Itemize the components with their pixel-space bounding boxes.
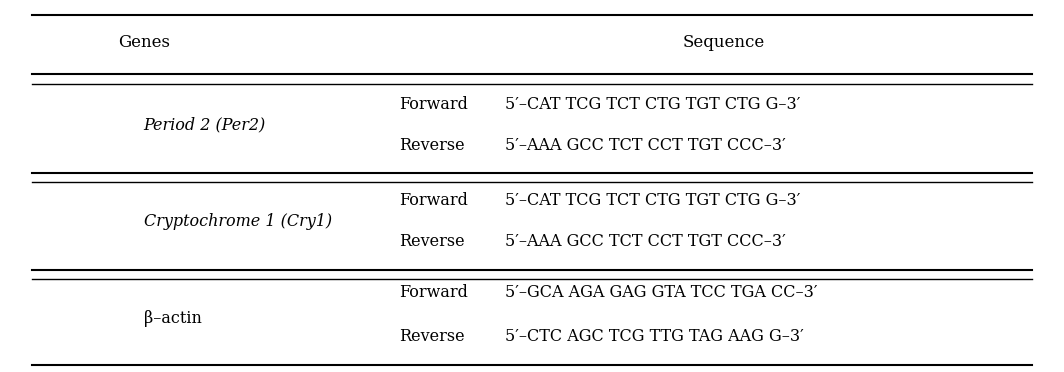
Text: Forward: Forward [399,192,468,209]
Text: 5′–AAA GCC TCT CCT TGT CCC–3′: 5′–AAA GCC TCT CCT TGT CCC–3′ [505,233,786,250]
Text: β–actin: β–actin [144,310,201,327]
Text: Period 2 (Per2): Period 2 (Per2) [144,116,266,133]
Text: 5′–CTC AGC TCG TTG TAG AAG G–3′: 5′–CTC AGC TCG TTG TAG AAG G–3′ [505,328,804,345]
Text: Genes: Genes [118,34,169,51]
Text: Reverse: Reverse [399,137,465,154]
Text: Cryptochrome 1 (Cry1): Cryptochrome 1 (Cry1) [144,213,332,230]
Text: Sequence: Sequence [682,34,765,51]
Text: Reverse: Reverse [399,233,465,250]
Text: 5′–CAT TCG TCT CTG TGT CTG G–3′: 5′–CAT TCG TCT CTG TGT CTG G–3′ [505,96,801,113]
Text: Reverse: Reverse [399,328,465,345]
Text: 5′–CAT TCG TCT CTG TGT CTG G–3′: 5′–CAT TCG TCT CTG TGT CTG G–3′ [505,192,801,209]
Text: 5′–AAA GCC TCT CCT TGT CCC–3′: 5′–AAA GCC TCT CCT TGT CCC–3′ [505,137,786,154]
Text: 5′–GCA AGA GAG GTA TCC TGA CC–3′: 5′–GCA AGA GAG GTA TCC TGA CC–3′ [505,283,818,301]
Text: Forward: Forward [399,283,468,301]
Text: Forward: Forward [399,96,468,113]
